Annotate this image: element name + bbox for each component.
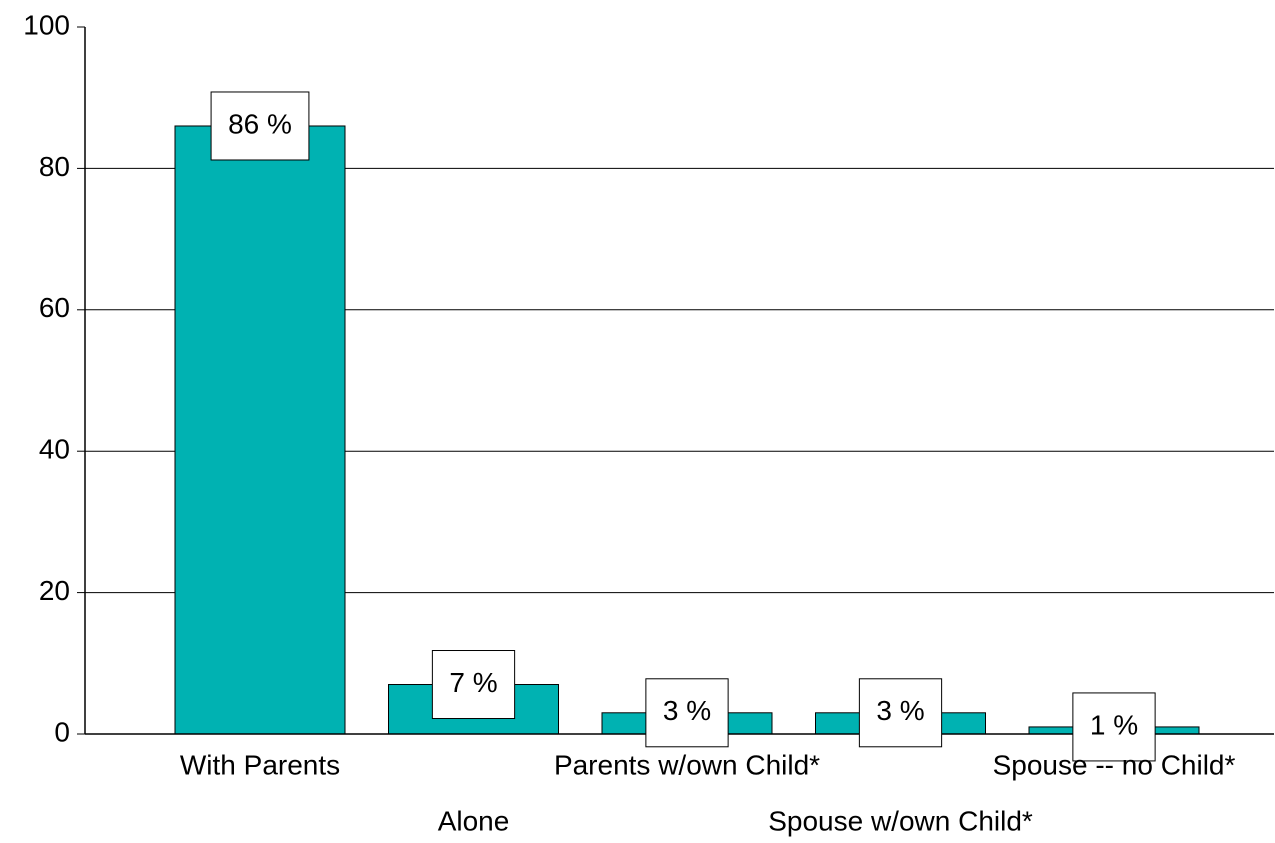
value-label: 3 % bbox=[876, 695, 924, 726]
y-tick-label: 20 bbox=[39, 575, 70, 606]
x-tick-label: Parents w/own Child* bbox=[554, 749, 820, 780]
value-label-box bbox=[1072, 692, 1156, 762]
y-tick-label: 40 bbox=[39, 434, 70, 465]
bar bbox=[174, 125, 346, 735]
x-tick-label: Alone bbox=[438, 805, 510, 836]
x-tick-label: Spouse -- no Child* bbox=[993, 749, 1236, 780]
x-tick-label: Spouse w/own Child* bbox=[768, 805, 1033, 836]
x-tick-label: With Parents bbox=[180, 749, 340, 780]
value-label: 1 % bbox=[1090, 709, 1138, 740]
y-tick-label: 0 bbox=[54, 716, 70, 747]
value-label-box bbox=[645, 678, 729, 748]
value-label-box bbox=[858, 678, 943, 748]
y-tick-label: 100 bbox=[23, 9, 70, 40]
value-label: 3 % bbox=[663, 695, 711, 726]
value-label: 86 % bbox=[228, 108, 292, 139]
y-tick-label: 60 bbox=[39, 292, 70, 323]
value-label: 7 % bbox=[449, 667, 497, 698]
value-label-box bbox=[210, 91, 310, 161]
y-tick-label: 80 bbox=[39, 151, 70, 182]
value-label-box bbox=[431, 650, 516, 720]
